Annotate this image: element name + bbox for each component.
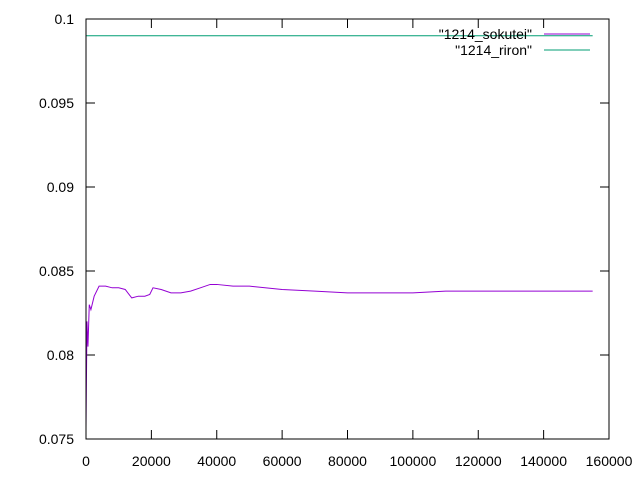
- x-tick-label: 20000: [132, 453, 171, 469]
- y-tick-label: 0.075: [39, 431, 74, 447]
- x-tick-label: 120000: [455, 453, 502, 469]
- x-tick-label: 140000: [520, 453, 567, 469]
- tick-marks: [85, 18, 610, 440]
- x-tick-label: 160000: [586, 453, 633, 469]
- x-tick-label: 40000: [197, 453, 236, 469]
- y-tick-label: 0.095: [39, 95, 74, 111]
- legend-label-1: "1214_sokutei": [439, 26, 532, 42]
- series-lines: [85, 35, 593, 428]
- y-tick-label: 0.1: [55, 11, 75, 27]
- x-tick-label: 60000: [263, 453, 302, 469]
- y-tick-label: 0.09: [47, 179, 74, 195]
- tick-labels: 0 20000 40000 60000 80000 100000 120000 140000 1…: [39, 11, 633, 469]
- y-tick-label: 0.08: [47, 347, 74, 363]
- series-line-1: [85, 283, 593, 428]
- x-tick-label: 100000: [390, 453, 437, 469]
- y-tick-label: 0.085: [39, 263, 74, 279]
- x-tick-label: 0: [82, 453, 90, 469]
- plot-frame: [85, 18, 610, 440]
- legend: "1214_sokutei""1214_riron": [439, 26, 590, 58]
- x-tick-label: 80000: [328, 453, 367, 469]
- legend-label-2: "1214_riron": [455, 42, 532, 58]
